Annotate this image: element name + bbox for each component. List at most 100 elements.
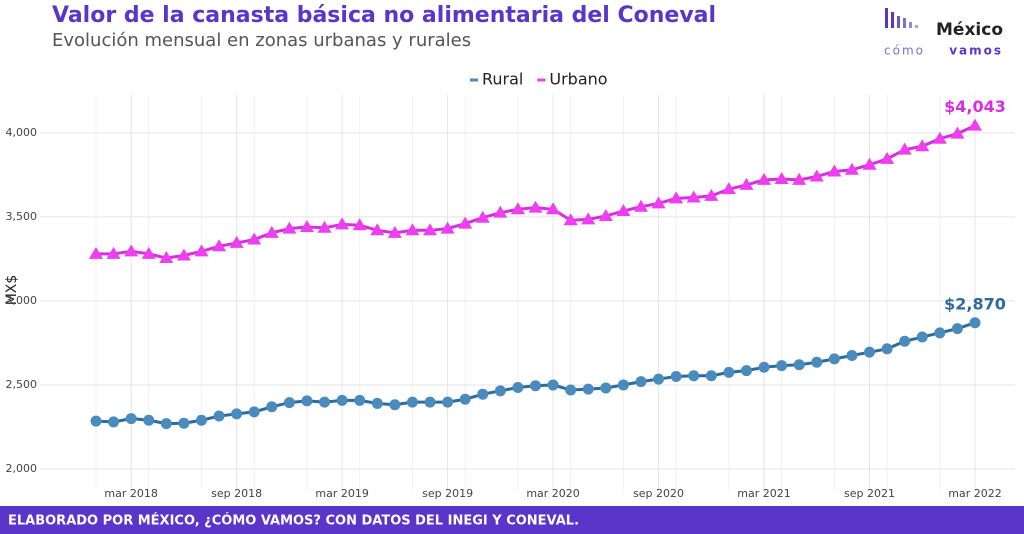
point bbox=[723, 366, 735, 378]
y-axis-label: MX$ bbox=[4, 275, 20, 306]
point bbox=[547, 379, 559, 391]
point bbox=[89, 246, 103, 259]
point bbox=[264, 225, 279, 238]
point bbox=[739, 177, 754, 190]
point bbox=[213, 410, 225, 422]
point bbox=[387, 225, 402, 238]
point bbox=[212, 239, 227, 252]
point bbox=[793, 359, 805, 371]
point bbox=[776, 360, 788, 372]
annotation: $2,870 bbox=[944, 294, 1006, 313]
y-tick-label: 2,000 bbox=[6, 462, 38, 475]
point bbox=[633, 199, 648, 212]
point bbox=[475, 210, 490, 223]
point bbox=[90, 415, 102, 427]
point bbox=[546, 202, 561, 215]
point bbox=[106, 246, 121, 259]
point bbox=[176, 248, 191, 261]
point bbox=[440, 221, 455, 234]
logo-text: cómo bbox=[884, 44, 925, 58]
point bbox=[721, 182, 736, 195]
footer-bar bbox=[0, 506, 1024, 534]
point bbox=[934, 327, 946, 339]
point bbox=[616, 203, 631, 216]
point bbox=[160, 418, 172, 430]
point bbox=[317, 220, 332, 233]
point bbox=[951, 323, 963, 335]
point bbox=[266, 401, 278, 413]
logo-text: vamos bbox=[949, 44, 1003, 58]
x-tick-label: sep 2020 bbox=[633, 487, 684, 500]
point bbox=[125, 413, 137, 425]
point bbox=[828, 353, 840, 365]
point bbox=[669, 191, 684, 204]
point bbox=[335, 217, 350, 230]
point bbox=[688, 370, 700, 382]
logo-text: México bbox=[936, 20, 1003, 40]
point bbox=[283, 397, 295, 409]
y-tick-label: 4,000 bbox=[6, 126, 38, 139]
x-tick-label: mar 2022 bbox=[948, 487, 1001, 500]
point bbox=[354, 394, 366, 406]
point bbox=[565, 384, 577, 396]
annotation: $4,043 bbox=[944, 97, 1006, 116]
point bbox=[510, 202, 525, 215]
chart-subtitle: Evolución mensual en zonas urbanas y rur… bbox=[52, 30, 471, 51]
point bbox=[686, 190, 701, 203]
point bbox=[581, 212, 596, 225]
point bbox=[792, 172, 807, 185]
point bbox=[178, 417, 190, 429]
point bbox=[969, 317, 981, 329]
point bbox=[881, 343, 893, 355]
y-tick-label: 3,000 bbox=[6, 294, 38, 307]
chart-title: Valor de la canasta básica no alimentari… bbox=[52, 3, 716, 28]
point bbox=[159, 251, 174, 264]
point bbox=[617, 379, 629, 391]
point bbox=[442, 396, 454, 408]
point bbox=[862, 157, 877, 170]
point bbox=[424, 396, 436, 408]
point bbox=[389, 399, 401, 411]
point bbox=[758, 361, 770, 373]
point bbox=[915, 139, 930, 152]
point bbox=[705, 370, 717, 382]
point bbox=[195, 414, 207, 426]
point bbox=[301, 395, 313, 407]
x-tick-label: mar 2021 bbox=[737, 487, 790, 500]
point bbox=[827, 164, 842, 177]
point bbox=[653, 373, 665, 385]
x-tick-label: sep 2018 bbox=[211, 487, 262, 500]
point bbox=[651, 196, 666, 209]
point bbox=[932, 131, 947, 144]
series-line bbox=[95, 321, 976, 426]
point bbox=[512, 381, 524, 393]
point bbox=[370, 223, 385, 236]
y-tick-label: 3,500 bbox=[6, 210, 38, 223]
point bbox=[477, 388, 489, 400]
point bbox=[248, 406, 260, 418]
x-tick-label: mar 2018 bbox=[104, 487, 157, 500]
point bbox=[897, 142, 912, 155]
plot-area bbox=[40, 95, 1015, 490]
point bbox=[635, 376, 647, 388]
point bbox=[811, 356, 823, 368]
point bbox=[108, 416, 120, 428]
point bbox=[598, 209, 613, 222]
point bbox=[916, 331, 928, 343]
point bbox=[950, 126, 965, 139]
point bbox=[458, 216, 473, 229]
point bbox=[405, 223, 420, 236]
x-tick-label: sep 2021 bbox=[844, 487, 895, 500]
point bbox=[704, 188, 719, 201]
point bbox=[563, 213, 578, 226]
point bbox=[757, 172, 772, 185]
point bbox=[774, 172, 789, 185]
legend-label: Rural bbox=[482, 70, 523, 89]
point bbox=[494, 385, 506, 397]
point bbox=[670, 371, 682, 383]
point bbox=[141, 246, 156, 259]
point bbox=[600, 382, 612, 394]
point bbox=[406, 396, 418, 408]
point bbox=[880, 151, 895, 164]
logo: México cómo vamos bbox=[884, 8, 1003, 58]
